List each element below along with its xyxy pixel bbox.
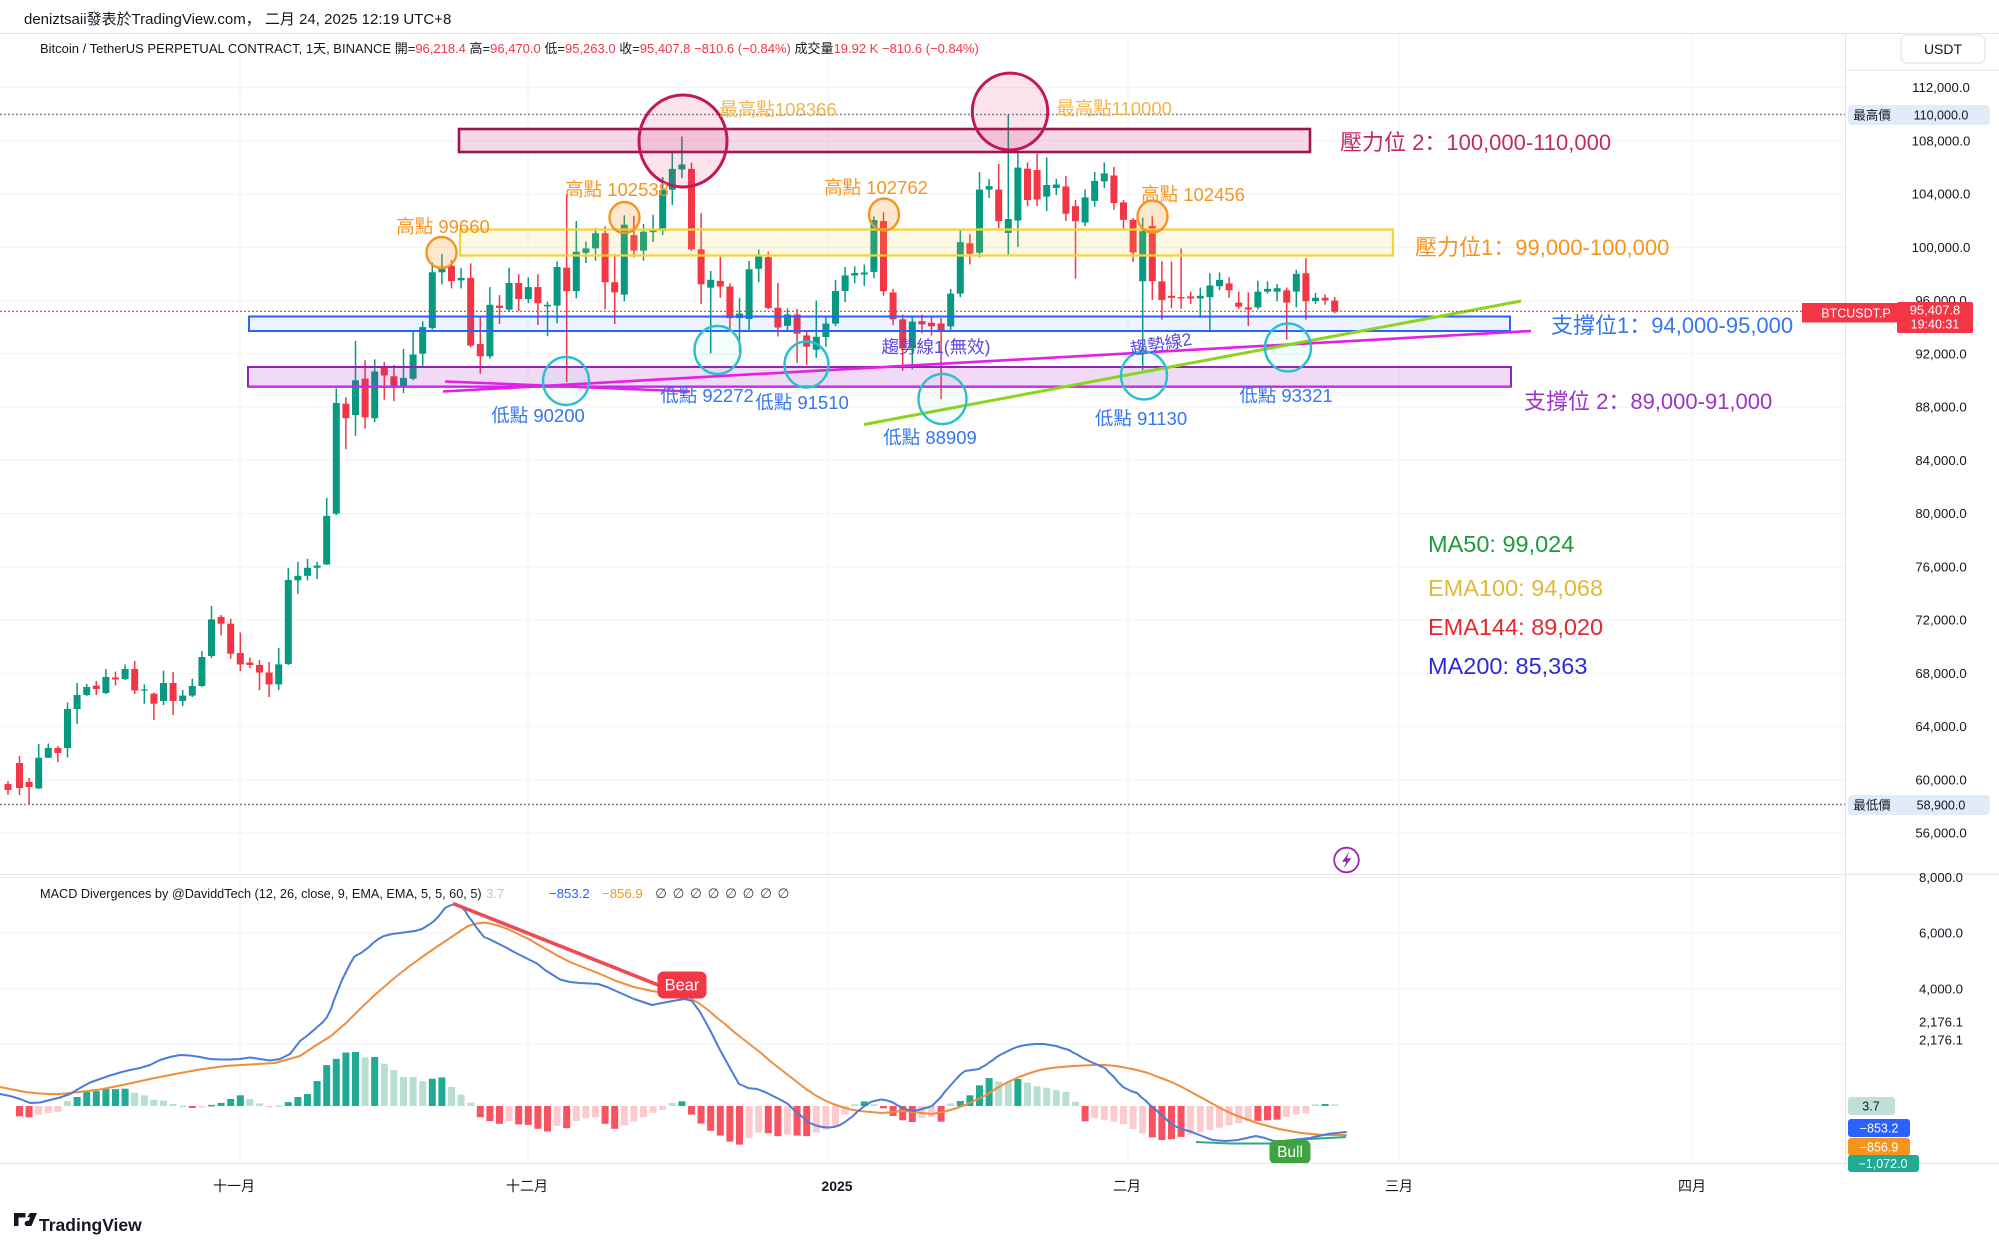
svg-text:2,176.1: 2,176.1 (1919, 1015, 1963, 1030)
svg-text:64,000.0: 64,000.0 (1915, 719, 1966, 734)
svg-text:−853.2: −853.2 (1860, 1122, 1899, 1136)
svg-text:低點 91130: 低點 91130 (1095, 408, 1187, 429)
svg-text:低點 90200: 低點 90200 (491, 405, 585, 426)
svg-text:60,000.0: 60,000.0 (1915, 772, 1966, 787)
svg-text:3.7: 3.7 (486, 886, 504, 901)
svg-text:92,000.0: 92,000.0 (1915, 346, 1966, 361)
svg-text:100,000.0: 100,000.0 (1912, 240, 1971, 255)
svg-text:8,000.0: 8,000.0 (1919, 870, 1963, 885)
svg-text:88,000.0: 88,000.0 (1915, 400, 1966, 415)
svg-text:deniztsaii發表於TradingView.com，: deniztsaii發表於TradingView.com， 二月 24, 202… (24, 11, 451, 28)
svg-text:72,000.0: 72,000.0 (1915, 613, 1966, 628)
svg-text:19:40:31: 19:40:31 (1911, 318, 1960, 332)
svg-text:−853.2: −853.2 (549, 886, 590, 901)
svg-text:最高點110000: 最高點110000 (1056, 98, 1172, 119)
svg-text:三月: 三月 (1385, 1178, 1413, 1194)
svg-text:6,000.0: 6,000.0 (1919, 926, 1963, 941)
svg-text:−856.9: −856.9 (1860, 1141, 1899, 1155)
svg-text:104,000.0: 104,000.0 (1912, 187, 1971, 202)
svg-text:112,000.0: 112,000.0 (1912, 80, 1970, 95)
svg-text:十二月: 十二月 (506, 1178, 548, 1194)
svg-text:Bitcoin / TetherUS PERPETUAL C: Bitcoin / TetherUS PERPETUAL CONTRACT, 1… (40, 41, 979, 56)
svg-text:MACD Divergences by @DaviddTec: MACD Divergences by @DaviddTech (12, 26,… (40, 887, 482, 901)
svg-text:高點 99660: 高點 99660 (396, 216, 490, 237)
svg-text:BTCUSDT.P: BTCUSDT.P (1821, 307, 1890, 321)
svg-text:高點 102456: 高點 102456 (1141, 184, 1245, 205)
svg-text:95,407.8: 95,407.8 (1910, 303, 1961, 318)
svg-text:∅: ∅ (778, 886, 790, 901)
svg-text:趨勢線2: 趨勢線2 (1129, 329, 1194, 360)
svg-text:Bear: Bear (665, 977, 700, 995)
svg-text:四月: 四月 (1678, 1178, 1706, 1194)
svg-text:低點 92272: 低點 92272 (660, 385, 754, 406)
svg-text:108,000.0: 108,000.0 (1912, 133, 1971, 148)
svg-text:56,000.0: 56,000.0 (1915, 826, 1966, 841)
svg-text:壓力位1：99,000-100,000: 壓力位1：99,000-100,000 (1415, 235, 1669, 260)
svg-text:低點 93321: 低點 93321 (1239, 385, 1333, 406)
svg-text:∅: ∅ (760, 886, 772, 901)
svg-text:低點 91510: 低點 91510 (755, 392, 849, 413)
svg-text:高點 102762: 高點 102762 (824, 177, 928, 198)
svg-text:二月: 二月 (1113, 1178, 1141, 1194)
svg-text:低點 88909: 低點 88909 (883, 427, 977, 448)
svg-text:高點 102538: 高點 102538 (565, 179, 669, 200)
svg-text:MA50: 99,024: MA50: 99,024 (1428, 531, 1574, 557)
svg-text:58,900.0: 58,900.0 (1917, 799, 1966, 813)
svg-text:68,000.0: 68,000.0 (1915, 666, 1966, 681)
svg-text:∅: ∅ (708, 886, 720, 901)
svg-text:76,000.0: 76,000.0 (1915, 559, 1966, 574)
svg-text:80,000.0: 80,000.0 (1915, 506, 1966, 521)
svg-text:3.7: 3.7 (1862, 1100, 1879, 1114)
svg-text:EMA144: 89,020: EMA144: 89,020 (1428, 614, 1603, 640)
svg-text:最低價: 最低價 (1853, 799, 1891, 813)
svg-text:−856.9: −856.9 (602, 886, 643, 901)
svg-text:最高價: 最高價 (1853, 108, 1891, 123)
svg-text:趨勢線1(無效): 趨勢線1(無效) (882, 337, 991, 357)
svg-text:110,000.0: 110,000.0 (1914, 109, 1969, 123)
svg-text:∅: ∅ (725, 886, 737, 901)
svg-text:TradingView: TradingView (39, 1215, 142, 1235)
svg-text:十一月: 十一月 (213, 1178, 255, 1194)
svg-text:MA200: 85,363: MA200: 85,363 (1428, 653, 1587, 679)
svg-text:4,000.0: 4,000.0 (1919, 981, 1963, 996)
svg-text:最高點108366: 最高點108366 (719, 99, 836, 120)
svg-text:Bull: Bull (1277, 1144, 1303, 1161)
svg-text:∅: ∅ (655, 886, 667, 901)
svg-text:EMA100: 94,068: EMA100: 94,068 (1428, 575, 1603, 601)
svg-text:84,000.0: 84,000.0 (1915, 453, 1966, 468)
svg-text:∅: ∅ (690, 886, 702, 901)
svg-text:∅: ∅ (673, 886, 685, 901)
svg-text:∅: ∅ (743, 886, 755, 901)
svg-text:壓力位 2：100,000-110,000: 壓力位 2：100,000-110,000 (1340, 130, 1611, 155)
svg-text:支撐位1：94,000-95,000: 支撐位1：94,000-95,000 (1551, 313, 1793, 338)
svg-text:2025: 2025 (821, 1178, 852, 1194)
svg-text:−1,072.0: −1,072.0 (1858, 1157, 1907, 1171)
svg-text:USDT: USDT (1924, 41, 1963, 57)
svg-text:支撐位 2：89,000-91,000: 支撐位 2：89,000-91,000 (1524, 389, 1772, 414)
svg-text:2,176.1: 2,176.1 (1919, 1033, 1963, 1048)
